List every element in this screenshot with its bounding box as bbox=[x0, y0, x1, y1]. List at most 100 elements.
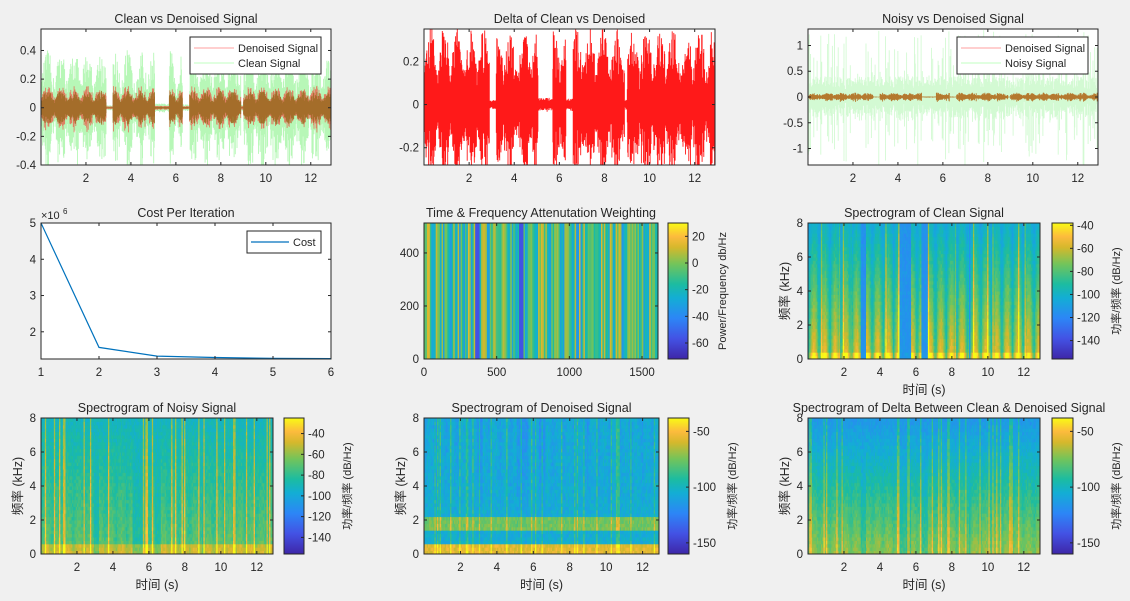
heatmap-cell bbox=[836, 257, 839, 261]
heatmap-cell bbox=[838, 335, 841, 340]
heatmap-cell bbox=[887, 291, 890, 295]
heatmap-cell bbox=[902, 226, 904, 231]
heatmap-cell bbox=[877, 280, 880, 285]
heatmap-cell bbox=[929, 277, 931, 282]
heatmap-cell bbox=[824, 345, 827, 350]
heatmap-cell bbox=[898, 294, 901, 299]
heatmap-cell bbox=[929, 342, 931, 346]
heatmap-cell bbox=[954, 284, 957, 289]
heatmap-cell bbox=[864, 240, 867, 244]
heatmap-cell bbox=[851, 263, 854, 268]
heatmap-cell bbox=[845, 253, 848, 258]
heatmap-cell bbox=[924, 270, 926, 275]
heatmap-cell bbox=[833, 301, 836, 306]
heatmap-cell bbox=[853, 331, 855, 336]
heatmap-cell bbox=[917, 291, 920, 295]
heatmap-cell bbox=[856, 226, 859, 231]
heatmap-cell bbox=[944, 287, 947, 292]
heatmap-cell bbox=[952, 260, 955, 265]
heatmap-cell bbox=[889, 287, 891, 292]
heatmap-cell bbox=[939, 236, 942, 241]
heatmap-cell bbox=[882, 318, 885, 323]
heatmap-cell bbox=[895, 331, 898, 336]
heatmap-cell bbox=[914, 253, 917, 258]
heatmap-cell bbox=[858, 338, 861, 343]
heatmap-cell bbox=[902, 355, 904, 359]
heatmap-cell bbox=[835, 304, 837, 309]
heatmap-cell bbox=[929, 297, 931, 302]
heatmap-cell bbox=[889, 260, 891, 265]
heatmap-cell bbox=[951, 253, 953, 258]
heatmap-cell bbox=[891, 240, 894, 244]
heatmap-cell bbox=[827, 297, 830, 302]
heatmap-cell bbox=[929, 325, 931, 329]
heatmap-cell bbox=[949, 297, 952, 302]
heatmap-cell bbox=[931, 328, 934, 333]
heatmap-cell bbox=[846, 253, 849, 258]
heatmap-cell bbox=[831, 246, 833, 251]
heatmap-cell bbox=[858, 314, 861, 319]
heatmap-cell bbox=[832, 304, 835, 309]
heatmap-cell bbox=[938, 284, 940, 289]
heatmap-cell bbox=[850, 253, 853, 258]
heatmap-cell bbox=[828, 321, 831, 326]
heatmap-cell bbox=[832, 277, 835, 282]
heatmap-cell bbox=[951, 308, 953, 312]
heatmap-cell bbox=[872, 223, 875, 227]
heatmap-cell bbox=[836, 270, 839, 275]
heatmap-cell bbox=[893, 287, 895, 292]
heatmap-cell bbox=[862, 297, 864, 302]
heatmap-cell bbox=[948, 325, 951, 329]
heatmap-cell bbox=[814, 325, 817, 329]
heatmap-cell bbox=[896, 335, 899, 340]
heatmap-cell bbox=[824, 277, 827, 282]
heatmap-cell bbox=[920, 291, 922, 295]
heatmap-cell bbox=[895, 318, 898, 323]
heatmap-cell bbox=[838, 342, 841, 346]
heatmap-cell bbox=[858, 311, 861, 316]
heatmap-cell bbox=[943, 294, 946, 299]
x-tick-label: 12 bbox=[1071, 173, 1084, 185]
heatmap-cell bbox=[922, 246, 925, 251]
heatmap-cell bbox=[808, 325, 810, 329]
heatmap-cell bbox=[896, 277, 899, 282]
heatmap-cell bbox=[938, 229, 940, 234]
heatmap-cell bbox=[938, 246, 940, 251]
heatmap-cell bbox=[952, 321, 955, 326]
heatmap-cell bbox=[844, 308, 846, 312]
heatmap-cell bbox=[871, 270, 873, 275]
heatmap-cell bbox=[808, 260, 810, 265]
heatmap-cell bbox=[824, 236, 827, 241]
heatmap-cell bbox=[851, 284, 854, 289]
heatmap-cell bbox=[869, 229, 872, 234]
heatmap-cell bbox=[881, 338, 884, 343]
heatmap-cell bbox=[942, 280, 944, 285]
heatmap-cell bbox=[873, 257, 876, 261]
heatmap-cell bbox=[949, 291, 952, 295]
heatmap-cell bbox=[875, 348, 877, 353]
heatmap-cell bbox=[935, 243, 938, 248]
heatmap-cell bbox=[917, 229, 920, 234]
heatmap-cell bbox=[818, 253, 821, 258]
heatmap-cell bbox=[875, 355, 877, 359]
heatmap-cell bbox=[899, 297, 902, 302]
heatmap-cell bbox=[944, 240, 947, 244]
heatmap-cell bbox=[846, 223, 849, 227]
x-tick-label: 4 bbox=[212, 367, 219, 379]
heatmap-cell bbox=[854, 304, 857, 309]
heatmap-cell bbox=[926, 348, 929, 353]
heatmap-cell bbox=[814, 328, 817, 333]
heatmap-cell bbox=[899, 280, 902, 285]
heatmap-cell bbox=[948, 355, 951, 359]
heatmap-cell bbox=[867, 304, 870, 309]
heatmap-cell bbox=[905, 311, 908, 316]
heatmap-cell bbox=[931, 246, 934, 251]
heatmap-cell bbox=[930, 314, 933, 319]
heatmap-cell bbox=[930, 311, 933, 316]
heatmap-cell bbox=[940, 223, 943, 227]
heatmap-cell bbox=[945, 325, 948, 329]
heatmap-cell bbox=[824, 263, 827, 268]
heatmap-cell bbox=[942, 270, 944, 275]
heatmap-cell bbox=[854, 314, 857, 319]
heatmap-cell bbox=[845, 274, 848, 278]
